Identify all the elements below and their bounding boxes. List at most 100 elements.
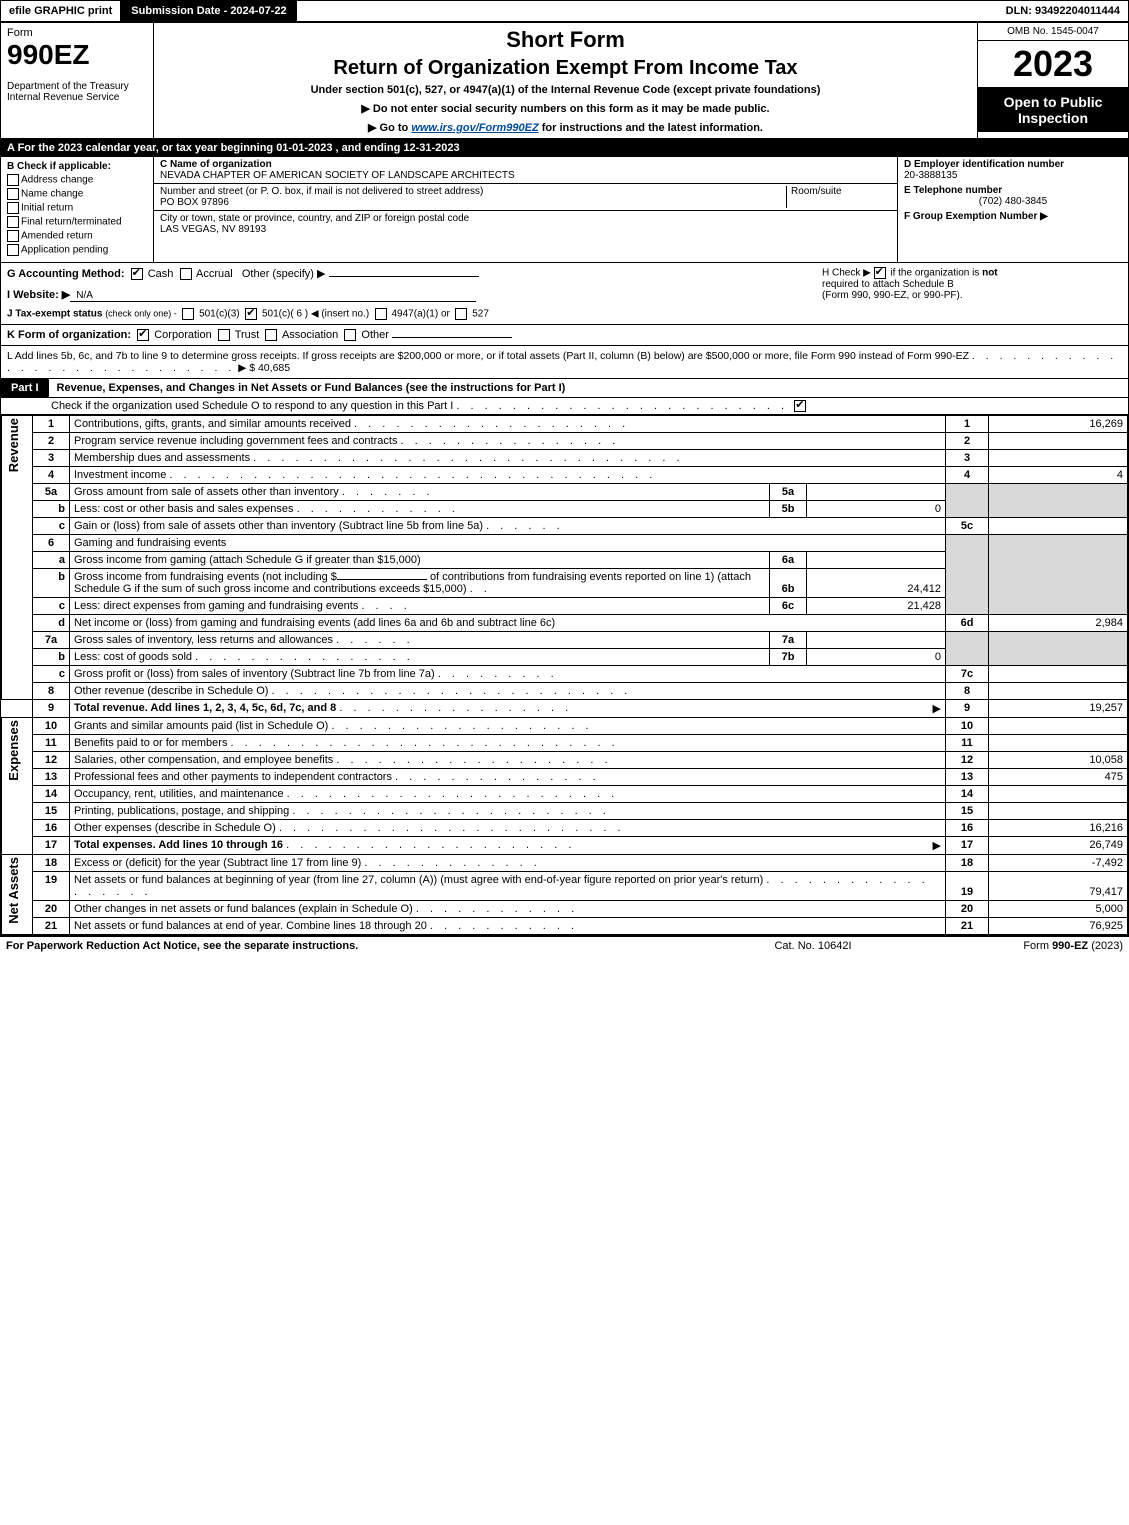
b-amended-return[interactable]: Amended return	[7, 230, 147, 242]
k-assoc-chk[interactable]	[265, 329, 277, 341]
line-8: 8 Other revenue (describe in Schedule O)…	[2, 683, 1128, 700]
b-application-pending[interactable]: Application pending	[7, 244, 147, 256]
line-6d: d Net income or (loss) from gaming and f…	[2, 615, 1128, 632]
c-addr-row: Number and street (or P. O. box, if mail…	[154, 184, 897, 211]
e-row: E Telephone number (702) 480-3845	[898, 183, 1128, 209]
line-16: 16 Other expenses (describe in Schedule …	[2, 820, 1128, 837]
line-20: 20 Other changes in net assets or fund b…	[2, 901, 1128, 918]
c-name-value: NEVADA CHAPTER OF AMERICAN SOCIETY OF LA…	[160, 170, 891, 181]
line-7a: 7a Gross sales of inventory, less return…	[2, 632, 1128, 649]
top-bar: efile GRAPHIC print Submission Date - 20…	[0, 0, 1129, 22]
line-4: 4 Investment income . . . . . . . . . . …	[2, 467, 1128, 484]
line-6: 6 Gaming and fundraising events	[2, 535, 1128, 552]
line-3: 3 Membership dues and assessments . . . …	[2, 450, 1128, 467]
k-trust-chk[interactable]	[218, 329, 230, 341]
short-form-title: Short Form	[160, 27, 971, 53]
c-city-value: LAS VEGAS, NV 89193	[160, 224, 891, 235]
e-value: (702) 480-3845	[904, 196, 1122, 207]
row-a: A For the 2023 calendar year, or tax yea…	[1, 139, 1128, 157]
d-row: D Employer identification number 20-3888…	[898, 157, 1128, 183]
expenses-vlabel: Expenses	[6, 720, 21, 781]
section-bcdef: B Check if applicable: Address change Na…	[1, 157, 1128, 263]
b-initial-return[interactable]: Initial return	[7, 202, 147, 214]
row-g-h: G Accounting Method: Cash Accrual Other …	[1, 263, 1128, 325]
c-addr-label: Number and street (or P. O. box, if mail…	[160, 186, 786, 197]
form-title: Return of Organization Exempt From Incom…	[160, 57, 971, 80]
line-2: 2 Program service revenue including gove…	[2, 433, 1128, 450]
i-line: I Website: ▶N/A	[7, 288, 822, 302]
c-city-label: City or town, state or province, country…	[160, 213, 891, 224]
c-name-row: C Name of organization NEVADA CHAPTER OF…	[154, 157, 897, 184]
footer-mid: Cat. No. 10642I	[683, 940, 943, 952]
b2-post: for instructions and the latest informat…	[539, 122, 763, 134]
g-line: G Accounting Method: Cash Accrual Other …	[7, 267, 822, 280]
d-label: D Employer identification number	[904, 159, 1122, 170]
c-name-label: C Name of organization	[160, 159, 891, 170]
footer-left: For Paperwork Reduction Act Notice, see …	[6, 940, 683, 952]
line-k: K Form of organization: Corporation Trus…	[1, 325, 1128, 346]
submission-date-button[interactable]: Submission Date - 2024-07-22	[121, 1, 296, 21]
j-4947-chk[interactable]	[375, 308, 387, 320]
h-chk[interactable]	[874, 267, 886, 279]
c-room-label: Room/suite	[791, 186, 891, 197]
line-11: 11 Benefits paid to or for members . . .…	[2, 735, 1128, 752]
line-21: 21 Net assets or fund balances at end of…	[2, 918, 1128, 935]
col-def: D Employer identification number 20-3888…	[898, 157, 1128, 262]
d-value: 20-3888135	[904, 170, 1122, 181]
j-527-chk[interactable]	[455, 308, 467, 320]
b-address-change[interactable]: Address change	[7, 174, 147, 186]
part1-header: Part I Revenue, Expenses, and Changes in…	[1, 379, 1128, 398]
efile-print-button[interactable]: efile GRAPHIC print	[1, 1, 121, 21]
c-addr-value: PO BOX 97896	[160, 197, 786, 208]
b-label: B Check if applicable:	[7, 161, 147, 172]
irs-link[interactable]: www.irs.gov/Form990EZ	[411, 122, 538, 134]
col-b: B Check if applicable: Address change Na…	[1, 157, 154, 262]
line-1: Revenue 1 Contributions, gifts, grants, …	[2, 416, 1128, 433]
k-other-chk[interactable]	[344, 329, 356, 341]
omb-number: OMB No. 1545-0047	[978, 23, 1128, 41]
open-inspection: Open to Public Inspection	[978, 88, 1128, 132]
line-19: 19 Net assets or fund balances at beginn…	[2, 872, 1128, 901]
col-c: C Name of organization NEVADA CHAPTER OF…	[154, 157, 898, 262]
line-15: 15 Printing, publications, postage, and …	[2, 803, 1128, 820]
k-corp-chk[interactable]	[137, 329, 149, 341]
j-501c3-chk[interactable]	[182, 308, 194, 320]
c-city-row: City or town, state or province, country…	[154, 211, 897, 237]
j-line: J Tax-exempt status (check only one) - 5…	[7, 308, 822, 320]
b2-pre: ▶ Go to	[368, 122, 411, 134]
f-label: F Group Exemption Number ▶	[904, 211, 1048, 222]
header-middle: Short Form Return of Organization Exempt…	[154, 23, 978, 138]
bullet-1: ▶ Do not enter social security numbers o…	[160, 102, 971, 115]
i-value: N/A	[70, 290, 476, 302]
e-label: E Telephone number	[904, 185, 1122, 196]
dept-label: Department of the Treasury Internal Reve…	[7, 81, 147, 103]
bullet-2: ▶ Go to www.irs.gov/Form990EZ for instru…	[160, 121, 971, 134]
part1-tag: Part I	[1, 379, 49, 397]
line-18: Net Assets 18 Excess or (deficit) for th…	[2, 855, 1128, 872]
h-col: H Check ▶ if the organization is not req…	[822, 267, 1122, 320]
form-word: Form	[7, 27, 147, 39]
netassets-vlabel: Net Assets	[6, 857, 21, 924]
form-number: 990EZ	[7, 39, 147, 71]
revenue-vlabel: Revenue	[6, 418, 21, 472]
g-cash-chk[interactable]	[131, 268, 143, 280]
dln-label: DLN: 93492204011444	[998, 1, 1128, 21]
l-value: 40,685	[258, 362, 290, 374]
line-12: 12 Salaries, other compensation, and emp…	[2, 752, 1128, 769]
part1-sub-chk[interactable]	[794, 400, 806, 412]
b-name-change[interactable]: Name change	[7, 188, 147, 200]
g-accrual-chk[interactable]	[180, 268, 192, 280]
form-header: Form 990EZ Department of the Treasury In…	[1, 23, 1128, 139]
b-final-return[interactable]: Final return/terminated	[7, 216, 147, 228]
j-501c-chk[interactable]	[245, 308, 257, 320]
form-subtitle: Under section 501(c), 527, or 4947(a)(1)…	[160, 84, 971, 96]
footer-right: Form 990-EZ (2023)	[943, 940, 1123, 952]
part1-sub: Check if the organization used Schedule …	[1, 398, 1128, 415]
line-5c: c Gain or (loss) from sale of assets oth…	[2, 518, 1128, 535]
line-5a: 5a Gross amount from sale of assets othe…	[2, 484, 1128, 501]
line-10: Expenses 10 Grants and similar amounts p…	[2, 718, 1128, 735]
part1-title: Revenue, Expenses, and Changes in Net As…	[49, 382, 1128, 394]
lines-table: Revenue 1 Contributions, gifts, grants, …	[1, 415, 1128, 935]
form-outer: Form 990EZ Department of the Treasury In…	[0, 22, 1129, 936]
tax-year: 2023	[978, 41, 1128, 88]
